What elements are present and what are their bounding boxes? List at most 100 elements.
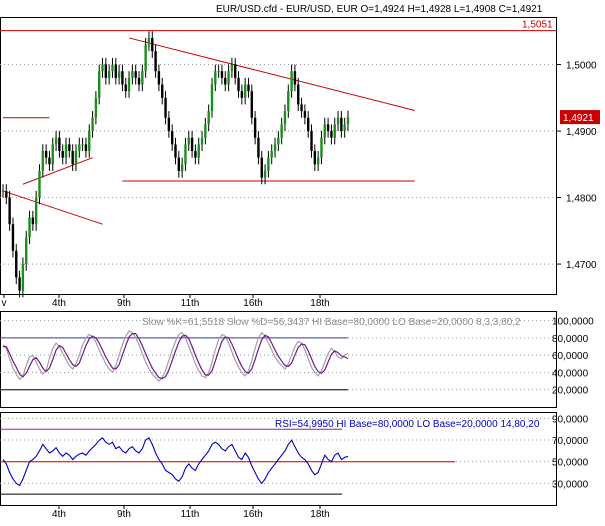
- price-x-tick-label: 18th: [310, 298, 329, 309]
- candle-body: [38, 170, 41, 198]
- rsi-x-tick-label: 18th: [310, 509, 329, 520]
- candle-body: [11, 224, 15, 251]
- candle-body: [15, 250, 18, 278]
- stochastic-d-line: [3, 333, 349, 380]
- rsi-x-tick-label: 4th: [52, 509, 66, 520]
- candle-body: [263, 170, 267, 178]
- candle-body: [107, 71, 111, 78]
- candle-body: [134, 71, 137, 78]
- candle-body: [333, 124, 336, 138]
- candle-body: [91, 117, 94, 132]
- price-panel-frame: [0, 17, 557, 295]
- candle-body: [88, 131, 91, 152]
- candle-body: [200, 137, 204, 145]
- price-y-tick-label: 1,4900: [566, 127, 597, 138]
- candle-body: [131, 71, 134, 78]
- rsi-layer: RSI=54,9950 HI Base=80,0000 LO Base=20,0…: [0, 414, 589, 520]
- candle-body: [323, 124, 326, 138]
- candle-body: [78, 144, 81, 152]
- candle-body: [326, 124, 330, 132]
- candle-body: [310, 131, 313, 152]
- candle-body: [34, 197, 38, 225]
- rsi-x-tick-label: 11th: [181, 509, 200, 520]
- candle-body: [190, 137, 194, 152]
- candle-body: [58, 137, 61, 152]
- candle-body: [224, 77, 227, 85]
- stochastic-title: Slow %K=61,5518 Slow %D=56,3437 HI Base=…: [142, 317, 521, 328]
- candle-body: [197, 144, 200, 158]
- stochastic-panel-frame: [0, 311, 557, 408]
- candle-body: [273, 144, 277, 152]
- last-price-marker: [560, 110, 600, 125]
- price-x-tick-label: 9th: [117, 298, 131, 309]
- rsi-y-tick-label: 30,0000: [552, 479, 589, 490]
- candle-body: [290, 71, 293, 92]
- candle-body: [98, 71, 101, 98]
- candle-body: [187, 137, 190, 145]
- stochastic-y-tick-label: 40,0000: [552, 368, 589, 379]
- price-panel: [0, 17, 557, 295]
- candle-body: [316, 157, 320, 165]
- candle-body: [124, 84, 127, 92]
- candle-body: [270, 151, 273, 158]
- candle-body: [177, 157, 181, 171]
- candle-body: [306, 117, 310, 132]
- rsi-y-tick-label: 90,0000: [552, 414, 589, 425]
- candle-body: [81, 144, 84, 146]
- candle-body: [94, 97, 98, 118]
- candle-body: [64, 144, 68, 158]
- stochastic-k-line: [2, 330, 349, 382]
- candle-body: [1, 190, 5, 192]
- candle-body: [18, 277, 21, 291]
- candle-body: [343, 124, 346, 132]
- candle-body: [214, 71, 217, 85]
- candle-body: [320, 137, 323, 158]
- rsi-y-tick-label: 70,0000: [552, 436, 589, 447]
- candle-body: [170, 131, 174, 145]
- candle-body: [247, 84, 250, 92]
- price-layer: 1,5000 1,4900 1,4800 1,4700 1,5051 1,4921 v 4th…: [0, 20, 600, 309]
- candle-body: [61, 151, 64, 158]
- candle-body: [104, 64, 108, 78]
- candle-body: [240, 91, 244, 98]
- candle-body: [287, 91, 290, 112]
- candle-body: [293, 71, 297, 85]
- candle-body: [117, 71, 121, 78]
- candle-body: [137, 77, 141, 85]
- candle-body: [151, 37, 154, 52]
- candle-body: [234, 64, 237, 78]
- candle-body: [31, 217, 35, 225]
- candle-body: [220, 71, 224, 78]
- candle-body: [147, 37, 151, 45]
- candle-body: [127, 77, 131, 92]
- candle-body: [41, 151, 45, 171]
- rsi-title: RSI=54,9950 HI Base=80,0000 LO Base=20,0…: [275, 419, 540, 430]
- candle-body: [101, 64, 104, 72]
- candle-body: [330, 131, 333, 138]
- candle-body: [164, 97, 167, 118]
- candle-body: [21, 264, 25, 291]
- candle-body: [217, 71, 220, 73]
- candle-body: [227, 71, 230, 85]
- candle-body: [111, 64, 114, 72]
- candle-body: [346, 117, 350, 125]
- rsi-x-tick-label: 16th: [243, 509, 262, 520]
- candle-body: [74, 151, 78, 165]
- candle-body: [260, 157, 263, 178]
- candle-body: [167, 117, 171, 132]
- candle-body: [210, 84, 214, 112]
- price-x-tick-label: 16th: [243, 298, 262, 309]
- candle-body: [44, 151, 48, 158]
- candle-body: [237, 77, 240, 92]
- price-x-tick-label: 4th: [52, 298, 66, 309]
- candle-body: [180, 164, 184, 171]
- stochastic-y-tick-label: 100,0000: [552, 317, 594, 328]
- candle-body: [313, 151, 317, 165]
- candle-body: [253, 117, 257, 138]
- candle-body: [114, 64, 117, 78]
- candle-body: [300, 104, 303, 112]
- candle-body: [174, 144, 177, 158]
- candle-body: [250, 91, 253, 118]
- candle-body: [5, 190, 8, 198]
